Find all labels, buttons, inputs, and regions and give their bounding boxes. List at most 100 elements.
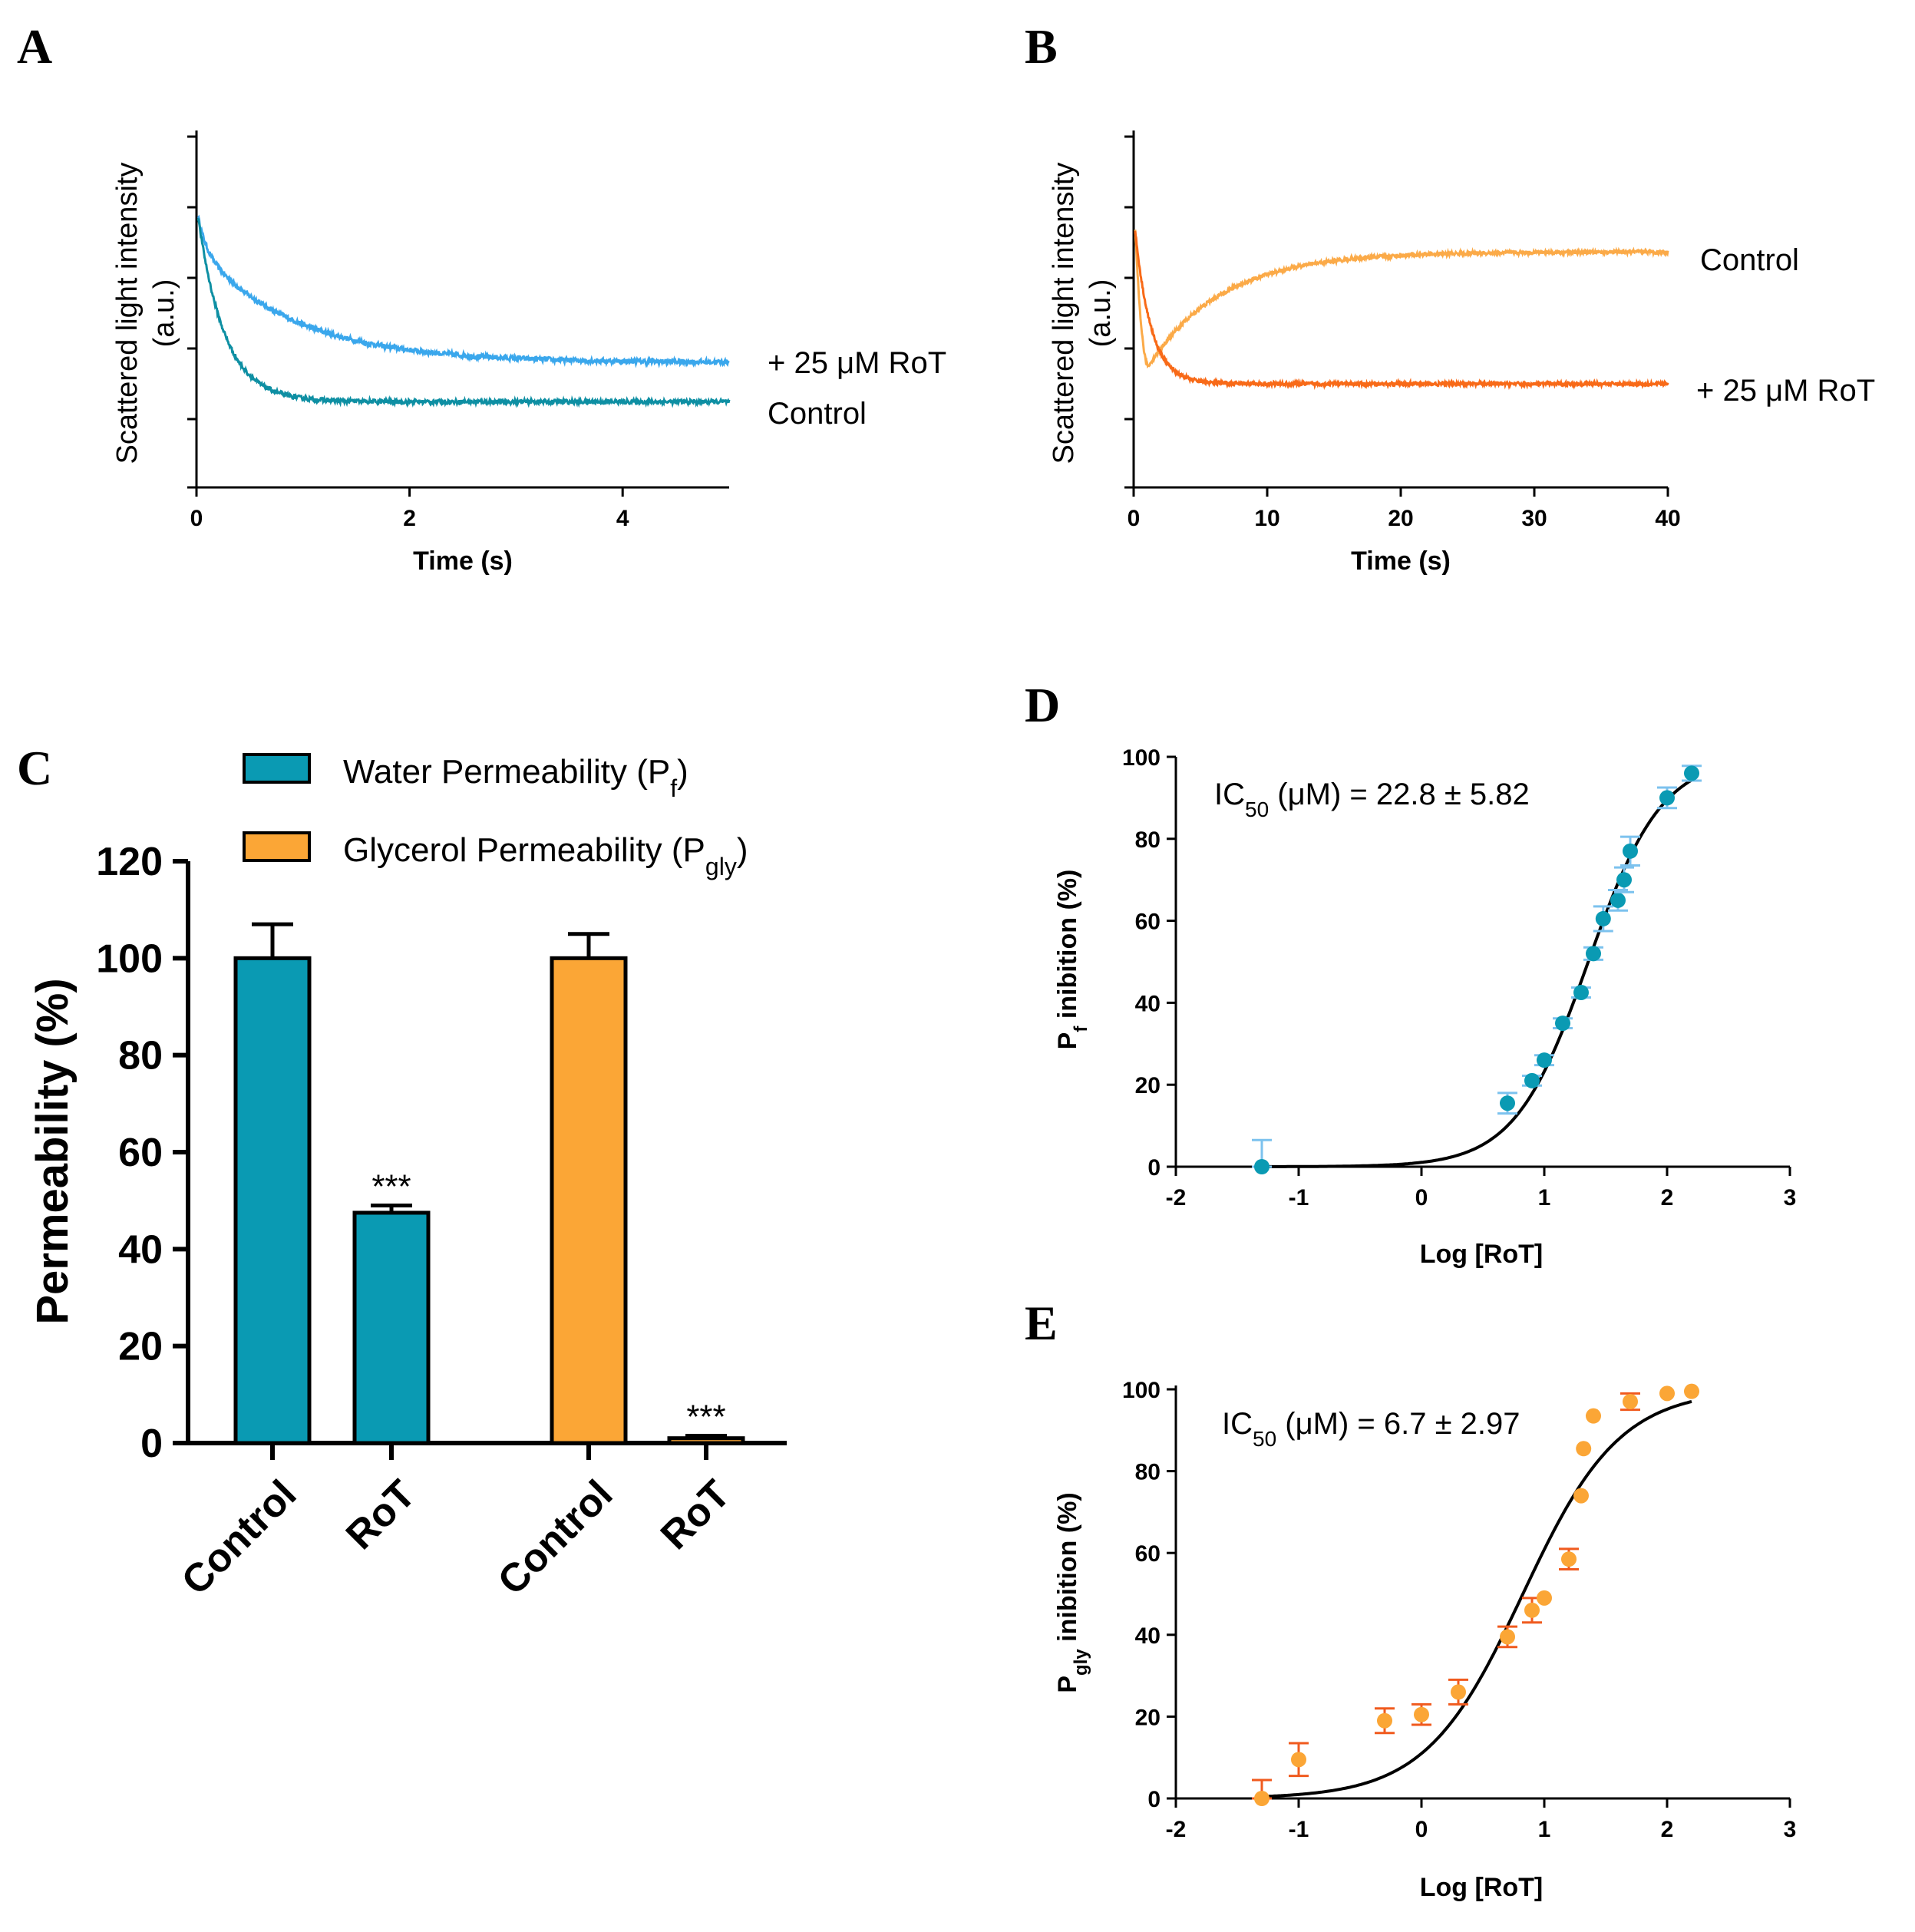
e-xtick-label: -1: [1289, 1817, 1309, 1842]
d-ytick-label: 40: [1135, 991, 1161, 1016]
data-point: [1586, 1408, 1601, 1424]
b-xtick-label: 30: [1521, 506, 1547, 531]
point-marker: [1576, 1441, 1592, 1457]
bar-group-2: [550, 932, 628, 1445]
trace-line: [1134, 230, 1669, 391]
point-marker: [1291, 1752, 1306, 1768]
data-point: [1537, 1590, 1552, 1606]
y-axis-unit-b: (a.u.): [1085, 279, 1117, 348]
d-ytick-label: 100: [1122, 745, 1161, 771]
x-axis-title-b: Time (s): [1351, 547, 1451, 576]
d-xtick-label: 0: [1415, 1185, 1428, 1210]
point-marker: [1659, 1385, 1675, 1402]
panel-letter-a: A: [17, 19, 52, 74]
x-axis-title-d: Log [RoT]: [1420, 1240, 1544, 1269]
d-xtick-label: -2: [1166, 1185, 1187, 1210]
y-axis-title-a: Scattered light intensity: [111, 163, 144, 464]
ticks-d: 0 20 40 60 80 100 -2 -1 0 1 2 3: [1122, 745, 1796, 1210]
e-xtick-label: 0: [1415, 1817, 1428, 1842]
bar-group-0: [233, 922, 312, 1445]
significance-label: ***: [686, 1399, 725, 1436]
y-ticks-b: [1124, 135, 1134, 489]
data-point: [1684, 1383, 1699, 1399]
e-ytick-label: 0: [1147, 1787, 1161, 1812]
d-xtick-label: 1: [1538, 1185, 1551, 1210]
data-point: [1573, 1488, 1589, 1504]
x-axis-title-a: Time (s): [413, 547, 513, 576]
data-point: [1553, 1016, 1573, 1032]
e-ytick-label: 80: [1135, 1460, 1161, 1485]
fit-curve-e: [1261, 1399, 1692, 1798]
series-a-control: [196, 217, 731, 408]
d-ytick-label: 80: [1135, 827, 1161, 853]
d-xtick-label: 2: [1661, 1185, 1674, 1210]
a-xtick-label: 4: [616, 506, 629, 531]
point-marker: [1414, 1706, 1429, 1722]
trace-line: [196, 217, 731, 408]
point-marker: [1659, 790, 1675, 806]
legend-swatch-water: [243, 753, 311, 784]
b-xtick-label: 20: [1388, 506, 1413, 531]
series-label-b-rot: + 25 μM RoT: [1696, 374, 1875, 408]
y-axis-title-e: Pgly inibition (%): [1053, 1492, 1091, 1693]
point-marker: [1500, 1629, 1515, 1645]
data-point: [1522, 1072, 1542, 1088]
point-marker: [1555, 1016, 1570, 1032]
legend-c: Water Permeability (Pf) Glycerol Permeab…: [243, 753, 748, 880]
bar: [233, 956, 312, 1445]
ic50-label-e: IC50 (μM) = 6.7 ± 2.97: [1222, 1407, 1520, 1451]
data-point: [1608, 889, 1628, 912]
point-marker: [1537, 1590, 1552, 1606]
point-marker: [1377, 1712, 1392, 1729]
data-point: [1593, 905, 1613, 933]
ic50-label-d: IC50 (μM) = 22.8 ± 5.82: [1214, 778, 1530, 821]
c-ytick-label: 20: [118, 1325, 163, 1369]
point-marker: [1595, 910, 1611, 926]
point-marker: [1610, 892, 1626, 908]
ticks-e: 0 20 40 60 80 100 -2 -1 0 1 2 3: [1122, 1378, 1796, 1842]
data-point: [1620, 1392, 1640, 1412]
a-xtick-label: 2: [403, 506, 416, 531]
legend-label-glycerol: Glycerol Permeability (Pgly): [343, 831, 748, 880]
c-ytick-label: 60: [118, 1131, 163, 1175]
panel-c: C Water Permeability (Pf) Glycerol Perme…: [17, 741, 787, 1603]
e-xtick-label: -2: [1166, 1817, 1187, 1842]
bar-group-3: ***: [667, 1399, 745, 1445]
fit-line: [1261, 1399, 1692, 1798]
bars-c: *** ***: [233, 922, 745, 1445]
data-point: [1571, 985, 1591, 1001]
x-ticks-b: 0 10 20 30 40: [1128, 487, 1681, 531]
category-label: Control: [490, 1471, 622, 1603]
c-ytick-label: 120: [96, 840, 163, 884]
x-axis-title-e: Log [RoT]: [1420, 1873, 1544, 1902]
point-marker: [1623, 843, 1638, 859]
bar: [667, 1436, 745, 1445]
point-marker: [1586, 946, 1601, 962]
series-a: [196, 214, 731, 408]
data-point: [1583, 946, 1603, 962]
panel-a: A 0 2 4 Time (s) Scattered light intensity…: [17, 19, 946, 576]
panel-e: E 0 20 40 60 80 100 -2 -1 0 1 2 3 Log [RoT] Pgly in…: [1025, 1296, 1796, 1902]
e-ytick-label: 40: [1135, 1623, 1161, 1649]
panel-letter-b: B: [1025, 19, 1058, 74]
c-ytick-label: 0: [140, 1422, 163, 1466]
panel-b: B 0 10 20 30 40 Time (s) Scattered light int…: [1025, 19, 1875, 576]
e-ytick-label: 100: [1122, 1378, 1161, 1403]
bar: [550, 956, 628, 1445]
point-marker: [1586, 1408, 1601, 1424]
data-point: [1657, 786, 1677, 810]
data-point: [1659, 1385, 1675, 1402]
series-b: [1134, 230, 1669, 391]
data-point: [1411, 1702, 1431, 1726]
data-point: [1497, 1091, 1517, 1115]
points-e: [1252, 1383, 1699, 1806]
legend-label-water: Water Permeability (Pf): [343, 753, 688, 802]
series-a-rot: [196, 214, 730, 368]
e-ytick-label: 60: [1135, 1541, 1161, 1567]
point-marker: [1684, 1383, 1699, 1399]
b-xtick-label: 10: [1254, 506, 1279, 531]
point-marker: [1684, 765, 1699, 781]
trace-line: [1134, 230, 1669, 369]
legend-swatch-glycerol: [243, 831, 311, 862]
